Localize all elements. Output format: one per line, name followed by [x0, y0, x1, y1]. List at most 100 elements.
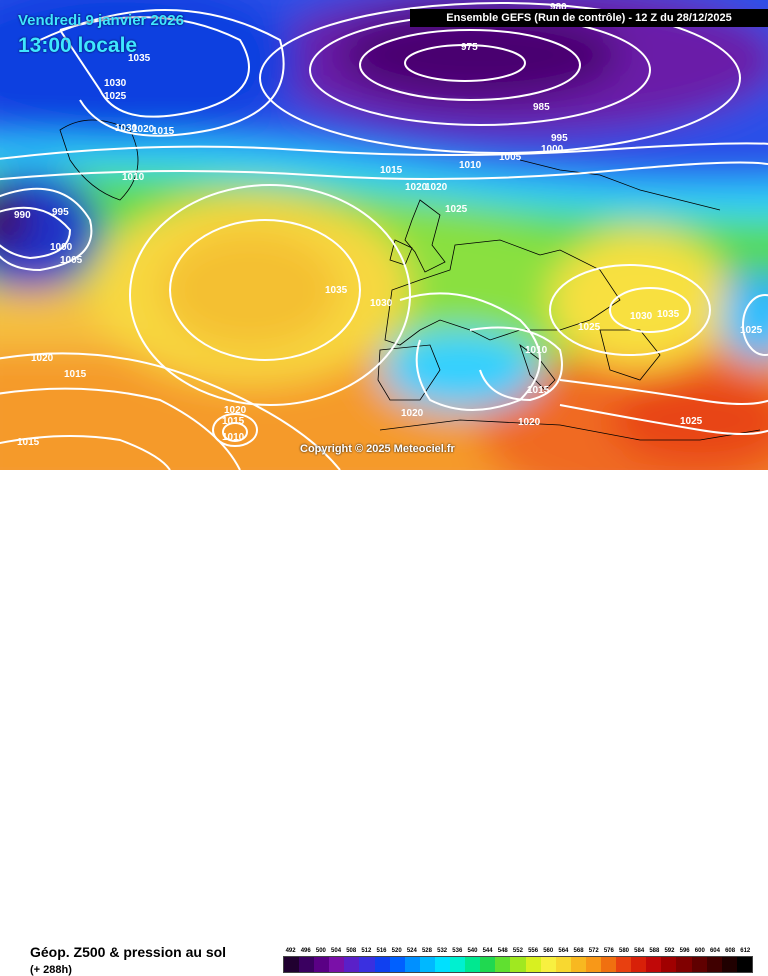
- legend-swatch: [284, 957, 300, 972]
- legend-tick: 592: [664, 948, 675, 954]
- legend-swatch: [600, 957, 617, 972]
- isobars: [0, 2, 768, 470]
- pressure-labels: 975 985 995 1000 1005 1010 1015 1020 102…: [14, 2, 763, 448]
- legend-color-bar: [283, 956, 753, 973]
- isobar-label: 1025: [578, 322, 601, 333]
- legend-tick: 608: [725, 948, 736, 954]
- legend-tick: 504: [331, 948, 342, 954]
- legend-tick: 580: [619, 948, 630, 954]
- isobar-label: 1030: [104, 78, 127, 89]
- legend-swatch: [691, 957, 707, 972]
- legend-tick: 584: [634, 948, 645, 954]
- weather-map: 975 985 995 1000 1005 1010 1015 1020 102…: [0, 0, 768, 470]
- legend-swatch: [389, 957, 405, 972]
- legend-swatch: [314, 957, 330, 972]
- legend-swatch: [480, 957, 496, 972]
- legend-tick: 536: [452, 948, 463, 954]
- legend-swatch: [676, 957, 692, 972]
- product-title: Géop. Z500 & pression au sol: [30, 944, 227, 960]
- legend-tick: 500: [315, 948, 326, 954]
- legend-swatch: [374, 957, 390, 972]
- legend-swatch: [661, 957, 677, 972]
- isobar-label: 1030: [115, 123, 138, 134]
- isobar-label: 1010: [525, 345, 548, 356]
- legend-swatch: [465, 957, 481, 972]
- isobar-label: 1025: [445, 204, 468, 215]
- legend-tick: 544: [482, 948, 493, 954]
- valid-date: Vendredi 9 janvier 2026: [18, 12, 184, 29]
- isobar-label: 1020: [401, 408, 424, 419]
- color-scale-legend: 492 496 500 504 508 512 516 520 524 528 532 536 540 5…: [283, 948, 753, 973]
- legend-tick: 560: [543, 948, 554, 954]
- isobar-label: 1030: [370, 298, 393, 309]
- legend-swatch: [359, 957, 375, 972]
- legend-swatch: [631, 957, 647, 972]
- isobar-label: 1015: [380, 165, 403, 176]
- isobar-label: 1010: [459, 160, 482, 171]
- legend-swatch: [616, 957, 632, 972]
- legend-tick: 548: [497, 948, 508, 954]
- geopotential-field: [0, 0, 768, 470]
- isobar-label: 990: [14, 210, 31, 221]
- valid-time: 13:00 locale: [18, 34, 138, 57]
- isobar-label: 1020: [132, 124, 155, 135]
- legend-swatch: [419, 957, 435, 972]
- footer: Géop. Z500 & pression au sol (+ 288h) 49…: [0, 470, 768, 976]
- legend-swatch: [736, 957, 752, 972]
- legend-tick: 520: [391, 948, 402, 954]
- legend-tick: 556: [528, 948, 539, 954]
- legend-tick: 576: [603, 948, 614, 954]
- legend-swatch: [434, 957, 451, 972]
- lead-time: (+ 288h): [30, 964, 72, 976]
- isobar-label: 995: [52, 207, 69, 218]
- legend-swatch: [525, 957, 541, 972]
- legend-tick: 528: [421, 948, 432, 954]
- legend-swatch: [721, 957, 737, 972]
- legend-swatch: [344, 957, 360, 972]
- legend-tick: 596: [679, 948, 690, 954]
- legend-tick: 524: [406, 948, 417, 954]
- legend-swatch: [404, 957, 420, 972]
- legend-tick: 508: [346, 948, 357, 954]
- legend-tick: 532: [437, 948, 448, 954]
- isobar-label: 1015: [64, 369, 87, 380]
- legend-tick: 496: [300, 948, 311, 954]
- legend-tick: 588: [649, 948, 660, 954]
- legend-tick: 600: [694, 948, 705, 954]
- legend-swatch: [570, 957, 586, 972]
- isobar-label: 1015: [222, 416, 245, 427]
- legend-tick: 612: [740, 948, 751, 954]
- isobar-label: 1000: [541, 144, 564, 155]
- isobar-label: 985: [533, 102, 550, 113]
- isobar-label: 1005: [60, 255, 83, 266]
- isobar-label: 1015: [527, 385, 550, 396]
- isobar-label: 975: [461, 42, 478, 53]
- legend-swatch: [495, 957, 511, 972]
- legend-tick: 540: [467, 948, 478, 954]
- legend-swatch: [299, 957, 315, 972]
- isobar-label: 995: [551, 133, 568, 144]
- legend-tick: 572: [588, 948, 599, 954]
- isobar-label: 1020: [31, 353, 54, 364]
- legend-swatch: [510, 957, 526, 972]
- map-canvas: 975 985 995 1000 1005 1010 1015 1020 102…: [0, 0, 768, 470]
- isobar-label: 1020: [224, 405, 247, 416]
- isobar-label: 1020: [425, 182, 448, 193]
- legend-swatch: [450, 957, 466, 972]
- isobar-label: 1035: [325, 285, 348, 296]
- legend-swatch: [329, 957, 345, 972]
- copyright: Copyright © 2025 Meteociel.fr: [300, 443, 455, 455]
- isobar-label: 1035: [128, 53, 151, 64]
- legend-tick-labels: 492 496 500 504 508 512 516 520 524 528 532 536 540 5…: [283, 948, 753, 954]
- isobar-label: 1000: [50, 242, 73, 253]
- isobar-label: 1010: [122, 172, 145, 183]
- isobar-label: 1025: [104, 91, 127, 102]
- isobar-label: 1025: [740, 325, 763, 336]
- isobar-label: 1020: [518, 417, 541, 428]
- legend-tick: 568: [573, 948, 584, 954]
- isobar-label: 1015: [152, 126, 175, 137]
- isobar-label: 1020: [405, 182, 428, 193]
- legend-swatch: [706, 957, 722, 972]
- isobar-label: 1035: [657, 309, 680, 320]
- legend-tick: 564: [558, 948, 569, 954]
